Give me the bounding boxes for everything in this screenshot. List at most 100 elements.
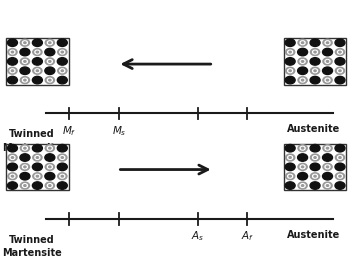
Circle shape bbox=[22, 60, 27, 63]
Circle shape bbox=[323, 48, 333, 56]
Circle shape bbox=[298, 163, 307, 170]
Circle shape bbox=[310, 58, 320, 65]
Circle shape bbox=[286, 49, 295, 56]
Circle shape bbox=[60, 174, 65, 178]
Circle shape bbox=[45, 58, 54, 65]
Circle shape bbox=[289, 51, 291, 53]
Circle shape bbox=[57, 39, 67, 46]
Text: $M_f$: $M_f$ bbox=[62, 124, 77, 138]
Circle shape bbox=[313, 156, 318, 159]
Circle shape bbox=[335, 144, 345, 152]
Circle shape bbox=[58, 154, 67, 161]
Text: Austenite: Austenite bbox=[287, 124, 340, 134]
Circle shape bbox=[36, 157, 38, 158]
Circle shape bbox=[20, 145, 30, 152]
Circle shape bbox=[22, 78, 27, 82]
Circle shape bbox=[289, 175, 291, 177]
Circle shape bbox=[323, 154, 333, 161]
Circle shape bbox=[285, 58, 295, 65]
Circle shape bbox=[288, 156, 293, 159]
Circle shape bbox=[24, 42, 26, 44]
Bar bbox=[284, 38, 346, 85]
Circle shape bbox=[323, 67, 333, 74]
Text: $M_s$: $M_s$ bbox=[112, 124, 126, 138]
Circle shape bbox=[45, 163, 54, 170]
Circle shape bbox=[45, 182, 54, 189]
Circle shape bbox=[314, 175, 316, 177]
Circle shape bbox=[22, 41, 27, 45]
Circle shape bbox=[288, 174, 293, 178]
Circle shape bbox=[8, 154, 17, 161]
Circle shape bbox=[310, 154, 320, 161]
Circle shape bbox=[57, 76, 67, 84]
Circle shape bbox=[60, 69, 65, 73]
Circle shape bbox=[35, 69, 40, 73]
Circle shape bbox=[335, 173, 345, 180]
Circle shape bbox=[325, 41, 330, 45]
Circle shape bbox=[325, 146, 330, 150]
Circle shape bbox=[298, 77, 307, 84]
Circle shape bbox=[35, 156, 40, 159]
Circle shape bbox=[20, 48, 30, 56]
Circle shape bbox=[323, 39, 332, 46]
Circle shape bbox=[57, 58, 67, 65]
Circle shape bbox=[286, 67, 295, 74]
Circle shape bbox=[335, 163, 345, 171]
Circle shape bbox=[47, 184, 52, 187]
Circle shape bbox=[326, 42, 329, 44]
Circle shape bbox=[7, 182, 17, 189]
Circle shape bbox=[20, 39, 30, 46]
Circle shape bbox=[300, 60, 305, 63]
Circle shape bbox=[20, 154, 30, 161]
Circle shape bbox=[58, 49, 67, 56]
Circle shape bbox=[313, 50, 318, 54]
Circle shape bbox=[302, 42, 304, 44]
Text: Twinned
Martensite: Twinned Martensite bbox=[2, 129, 62, 153]
Circle shape bbox=[45, 172, 55, 180]
Circle shape bbox=[325, 165, 330, 169]
Circle shape bbox=[7, 39, 17, 46]
Circle shape bbox=[310, 49, 320, 56]
Circle shape bbox=[298, 39, 307, 46]
Circle shape bbox=[49, 42, 51, 44]
Circle shape bbox=[302, 185, 304, 186]
Circle shape bbox=[8, 67, 17, 74]
Text: Austenite: Austenite bbox=[287, 230, 340, 239]
Circle shape bbox=[20, 172, 30, 180]
Circle shape bbox=[45, 145, 54, 152]
Circle shape bbox=[47, 78, 52, 82]
Circle shape bbox=[47, 165, 52, 169]
Circle shape bbox=[298, 67, 308, 74]
Bar bbox=[284, 144, 346, 190]
Circle shape bbox=[45, 48, 55, 56]
Circle shape bbox=[300, 146, 305, 150]
Circle shape bbox=[35, 174, 40, 178]
Circle shape bbox=[335, 49, 345, 56]
Circle shape bbox=[22, 184, 27, 187]
Circle shape bbox=[337, 174, 342, 178]
Circle shape bbox=[57, 163, 67, 171]
Circle shape bbox=[36, 70, 38, 72]
Circle shape bbox=[20, 77, 30, 84]
Circle shape bbox=[326, 61, 329, 62]
Circle shape bbox=[7, 58, 17, 65]
Text: $A_f$: $A_f$ bbox=[241, 230, 254, 244]
Circle shape bbox=[32, 39, 42, 46]
Circle shape bbox=[288, 50, 293, 54]
Circle shape bbox=[335, 154, 345, 161]
Circle shape bbox=[300, 41, 305, 45]
Circle shape bbox=[24, 79, 26, 81]
Circle shape bbox=[289, 157, 291, 158]
Circle shape bbox=[310, 173, 320, 180]
Circle shape bbox=[24, 147, 26, 149]
Circle shape bbox=[10, 156, 15, 159]
Circle shape bbox=[298, 172, 308, 180]
Circle shape bbox=[326, 185, 329, 186]
Circle shape bbox=[61, 157, 63, 158]
Circle shape bbox=[7, 76, 17, 84]
Circle shape bbox=[285, 39, 295, 46]
Circle shape bbox=[61, 175, 63, 177]
Circle shape bbox=[7, 144, 17, 152]
Circle shape bbox=[47, 146, 52, 150]
Circle shape bbox=[285, 163, 295, 171]
